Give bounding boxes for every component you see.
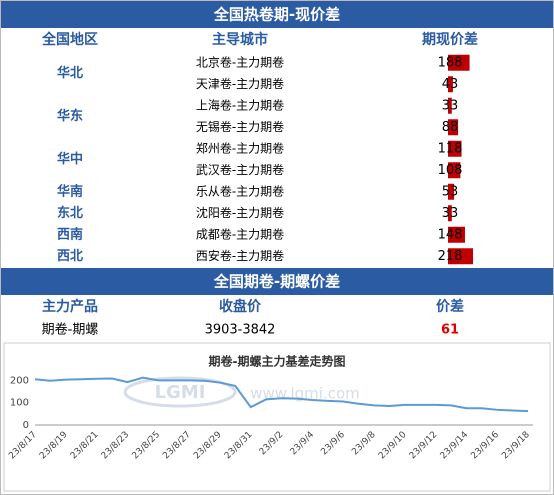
data-bar bbox=[448, 140, 462, 157]
data-bar bbox=[448, 183, 455, 200]
value: 188 bbox=[438, 55, 463, 70]
city: 上海卷-主力期卷 bbox=[196, 97, 284, 112]
column-header: 价差 bbox=[436, 298, 464, 315]
watermark-logo bbox=[123, 376, 237, 408]
data-bar bbox=[448, 162, 461, 179]
column-header: 主导城市 bbox=[212, 31, 268, 48]
value: 118 bbox=[438, 141, 463, 156]
column-header: 全国地区 bbox=[41, 31, 98, 48]
data-bar bbox=[448, 76, 453, 93]
data-bar bbox=[448, 226, 465, 243]
city: 北京卷-主力期卷 bbox=[196, 54, 284, 69]
value: 108 bbox=[438, 163, 463, 178]
data-bar bbox=[448, 97, 452, 114]
futures-band bbox=[1, 268, 553, 295]
data-bar bbox=[448, 54, 470, 71]
value: 218 bbox=[438, 249, 463, 264]
region: 华南 bbox=[57, 183, 83, 199]
region: 华中 bbox=[57, 151, 83, 167]
data-bar bbox=[448, 119, 459, 136]
close-price: 3903-3842 bbox=[205, 323, 276, 338]
region: 西南 bbox=[57, 226, 83, 242]
product: 期卷-期螺 bbox=[42, 322, 99, 338]
city: 郑州卷-主力期卷 bbox=[196, 140, 284, 155]
region: 东北 bbox=[57, 205, 83, 221]
futures-title: 全国期卷-期螺价差 bbox=[213, 273, 340, 291]
city: 天津卷-主力期卷 bbox=[196, 76, 284, 91]
value: 88 bbox=[442, 120, 459, 135]
city: 成都卷-主力期卷 bbox=[196, 226, 284, 241]
value: 43 bbox=[442, 77, 459, 92]
city: 无锡卷-主力期卷 bbox=[196, 119, 284, 134]
y-tick-label: 100 bbox=[10, 398, 29, 409]
city: 乐从卷-主力期卷 bbox=[196, 183, 284, 198]
y-tick-label: 0 bbox=[23, 420, 29, 431]
data-bar bbox=[448, 248, 473, 265]
region: 西北 bbox=[57, 249, 83, 264]
series-line bbox=[34, 376, 529, 413]
column-header: 收盘价 bbox=[219, 298, 262, 315]
header-title: 全国热卷期-现价差 bbox=[213, 6, 340, 24]
region: 华北 bbox=[57, 65, 83, 81]
city: 西安卷-主力期卷 bbox=[196, 248, 284, 263]
chart-title: 期卷-期螺主力基差走势图 bbox=[209, 354, 346, 369]
watermark: LGMI bbox=[155, 382, 206, 403]
column-header: 主力产品 bbox=[42, 298, 98, 315]
data-bar bbox=[448, 205, 452, 222]
spread: 61 bbox=[441, 323, 459, 338]
y-tick-label: 200 bbox=[10, 375, 29, 386]
city: 沈阳卷-主力期卷 bbox=[196, 205, 284, 220]
city: 武汉卷-主力期卷 bbox=[196, 162, 284, 177]
header-band bbox=[1, 1, 553, 28]
value: 33 bbox=[442, 98, 459, 113]
value: 148 bbox=[438, 227, 463, 242]
value: 53 bbox=[442, 184, 459, 199]
column-header: 期现价差 bbox=[422, 31, 478, 48]
chart-box bbox=[3, 342, 551, 492]
region: 华东 bbox=[57, 108, 83, 124]
value: 33 bbox=[442, 206, 459, 221]
